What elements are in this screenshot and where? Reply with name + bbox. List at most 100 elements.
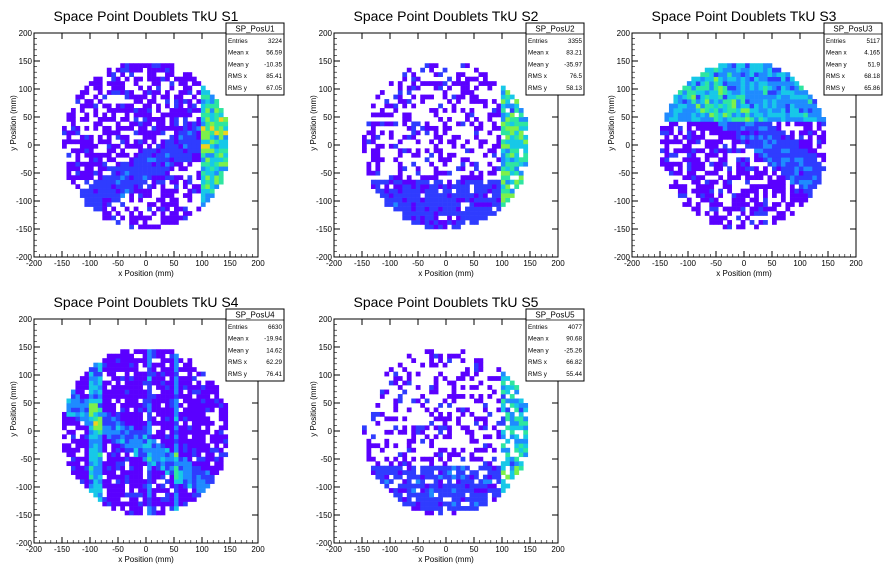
heatmap-cell [191,367,197,372]
heatmap-cell [500,85,506,91]
heatmap-cell [402,117,408,122]
heatmap-cell [142,497,148,502]
heatmap-cell [447,416,452,422]
heatmap-cell [115,411,121,417]
heatmap-cell [62,130,67,136]
heatmap-cell [200,139,206,145]
heatmap-cell [429,358,434,363]
heatmap-cell [704,121,710,127]
heatmap-cell [447,506,452,511]
heatmap-cell [120,394,126,399]
x-tick-label: 200 [551,259,565,268]
heatmap-cell [704,85,710,91]
heatmap-cell [165,501,170,507]
heatmap-cell [433,224,439,230]
heatmap-cell [393,103,399,109]
heatmap-cell [178,501,184,507]
heatmap-cell [803,130,809,136]
heatmap-cell [420,184,426,189]
heatmap-cell [97,166,103,172]
heatmap-cell [456,99,461,104]
heatmap-cell [807,166,813,172]
heatmap-cell [120,465,126,471]
heatmap-cell [745,134,750,140]
heatmap-cell [509,179,515,185]
heatmap-cell [156,407,161,413]
heatmap-cell [379,112,385,118]
heatmap-cell [429,461,434,467]
heatmap-cell [816,166,822,172]
heatmap-cell [165,103,170,109]
stats-row-value: 4.165 [864,50,880,57]
heatmap-cell [785,121,791,127]
stats-name: SP_PosU3 [833,25,873,34]
heatmap-cell [749,121,755,127]
heatmap-cell [138,465,143,471]
heatmap-cell [205,474,211,480]
heatmap-cell [160,470,166,475]
heatmap-cell [460,470,466,475]
heatmap-cell [366,130,372,136]
heatmap-cell [165,161,170,167]
heatmap-cell [147,398,152,404]
heatmap-cell [505,376,511,381]
heatmap-cell [362,429,367,435]
heatmap-cell [115,429,121,435]
heatmap-cell [776,112,782,118]
heatmap-cell [138,358,143,363]
heatmap-cell [97,483,103,489]
heatmap-cell [424,407,430,413]
heatmap-cell [178,94,184,100]
heatmap-cell [758,103,764,109]
heatmap-cell [442,211,448,216]
heatmap-cell [191,407,197,413]
heatmap-cell [151,139,157,145]
heatmap-cell [691,166,697,172]
heatmap-cell [142,157,148,163]
heatmap-cell [433,215,439,221]
heatmap-cell [442,161,448,167]
heatmap-cell [518,465,524,471]
heatmap-cell [106,407,112,413]
heatmap-cell [169,389,175,395]
heatmap-cell [102,385,108,390]
heatmap-cell [415,76,421,82]
heatmap-cell [478,188,484,194]
heatmap-cell [133,443,139,449]
heatmap-cell [736,202,741,207]
heatmap-cell [736,103,741,109]
heatmap-cell [88,456,94,462]
heatmap-cell [447,193,452,198]
heatmap-cell [147,206,152,212]
heatmap-cell [174,94,179,100]
heatmap-cell [758,94,764,100]
heatmap-cell [366,121,372,127]
heatmap-cell [174,416,179,422]
x-axis-label: x Position (mm) [118,555,174,564]
heatmap-cell [165,470,170,475]
heatmap-cells [362,63,529,230]
heatmap-cell [523,443,529,449]
heatmap-cell [111,179,117,185]
heatmap-cell [456,166,461,172]
heatmap-cell [191,152,197,158]
heatmap-cell [397,188,403,194]
heatmap-cell [106,461,112,467]
heatmap-cell [411,206,417,212]
heatmap-cell [93,170,99,176]
heatmap-cell [514,407,520,413]
heatmap-cell [789,76,795,82]
heatmap-cell [384,474,390,480]
heatmap-cell [156,85,161,91]
heatmap-cell [789,179,795,185]
heatmap-cell [664,157,670,163]
heatmap-cell [156,148,161,154]
heatmap-cell [88,479,94,484]
heatmap-cell [115,385,121,390]
heatmap-cell [469,170,475,176]
heatmap-cell [111,416,117,422]
heatmap-cell [129,166,134,172]
heatmap-cell [79,161,85,167]
heatmap-cell [429,492,434,498]
